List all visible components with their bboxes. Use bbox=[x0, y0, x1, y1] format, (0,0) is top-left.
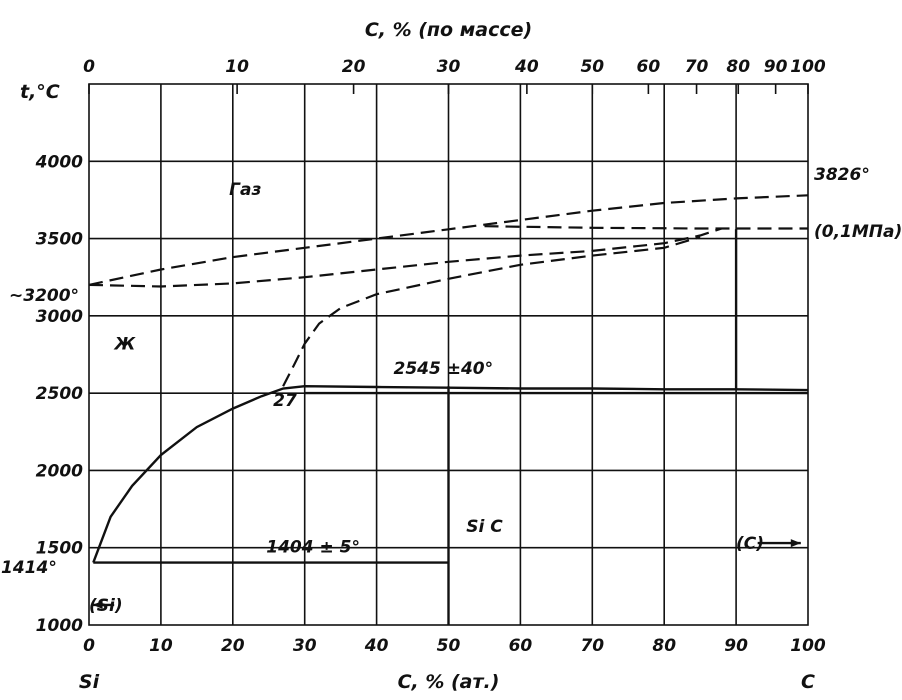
annotation-label: 2545 ±40° bbox=[394, 359, 494, 379]
x-tick-label: 100 bbox=[790, 636, 826, 656]
annotation-label: 1414° bbox=[1, 558, 57, 578]
dashed-boundary-line-8 bbox=[484, 225, 808, 230]
x-tick-label: 30 bbox=[293, 636, 317, 656]
top-tick-label: 50 bbox=[580, 57, 604, 77]
x-right-end-label: C bbox=[801, 671, 815, 693]
x-tick-label: 20 bbox=[221, 636, 245, 656]
top-tick-label: 70 bbox=[685, 57, 709, 77]
annotation-label: 3826° bbox=[814, 165, 870, 185]
top-tick-label: 10 bbox=[225, 57, 249, 77]
series-lines bbox=[88, 194, 809, 625]
annotation-label: (0,1МПа) bbox=[814, 222, 902, 242]
x-tick-label: 40 bbox=[364, 636, 389, 656]
top-tick-label: 40 bbox=[514, 57, 539, 77]
annotation-label: (Si) bbox=[89, 596, 123, 616]
dashed-boundary-line-6 bbox=[88, 227, 723, 288]
dashed-boundary-line-5 bbox=[88, 194, 809, 286]
c-phase-arrow-head bbox=[790, 539, 801, 548]
region-label: Ж bbox=[114, 335, 137, 355]
y-tick-label: 3500 bbox=[36, 230, 83, 250]
top-tick-label: 90 bbox=[764, 57, 788, 77]
y-tick-label: 1000 bbox=[36, 616, 83, 636]
x-left-end-label: Si bbox=[79, 671, 100, 693]
y-tick-label: 1500 bbox=[36, 539, 83, 559]
y-tick-label: 3000 bbox=[36, 307, 83, 327]
y-tick-label: 4000 bbox=[35, 152, 83, 172]
region-label: Газ bbox=[229, 180, 261, 200]
top-tick-label: 20 bbox=[342, 57, 366, 77]
top-tick-label: 80 bbox=[726, 57, 750, 77]
top-tick-label: 100 bbox=[790, 57, 826, 77]
annotation-label: 27 bbox=[273, 391, 297, 411]
x-tick-label: 70 bbox=[580, 636, 604, 656]
si-phase-arrow-head bbox=[92, 600, 103, 609]
x-tick-label: 80 bbox=[652, 636, 676, 656]
annotation-label: ~3200° bbox=[9, 286, 79, 306]
x-tick-label: 60 bbox=[509, 636, 533, 656]
x-tick-label: 90 bbox=[724, 636, 748, 656]
annotation-label: (C) bbox=[736, 534, 764, 554]
x-axis-title: C, % (ат.) bbox=[398, 671, 500, 693]
y-tick-label: 2000 bbox=[36, 461, 83, 481]
region-label: Si C bbox=[466, 517, 503, 537]
labels: 0 10 20 30 40 50 60 70 80 90 100100015002000250030… bbox=[1, 19, 902, 693]
dashed-boundary-line-7 bbox=[282, 235, 701, 387]
top-tick-label: 60 bbox=[637, 57, 661, 77]
top-axis-title: C, % (по массе) bbox=[365, 19, 532, 41]
y-axis-title: t,°C bbox=[20, 81, 60, 103]
top-tick-label: 30 bbox=[437, 57, 461, 77]
x-tick-label: 10 bbox=[149, 636, 173, 656]
top-tick-label: 0 bbox=[83, 57, 95, 77]
solid-boundary-line-0 bbox=[92, 384, 809, 564]
x-tick-label: 0 bbox=[83, 636, 95, 656]
annotation-label: 1404 ± 5° bbox=[266, 538, 360, 558]
y-tick-label: 2500 bbox=[36, 384, 83, 404]
x-tick-label: 50 bbox=[437, 636, 461, 656]
